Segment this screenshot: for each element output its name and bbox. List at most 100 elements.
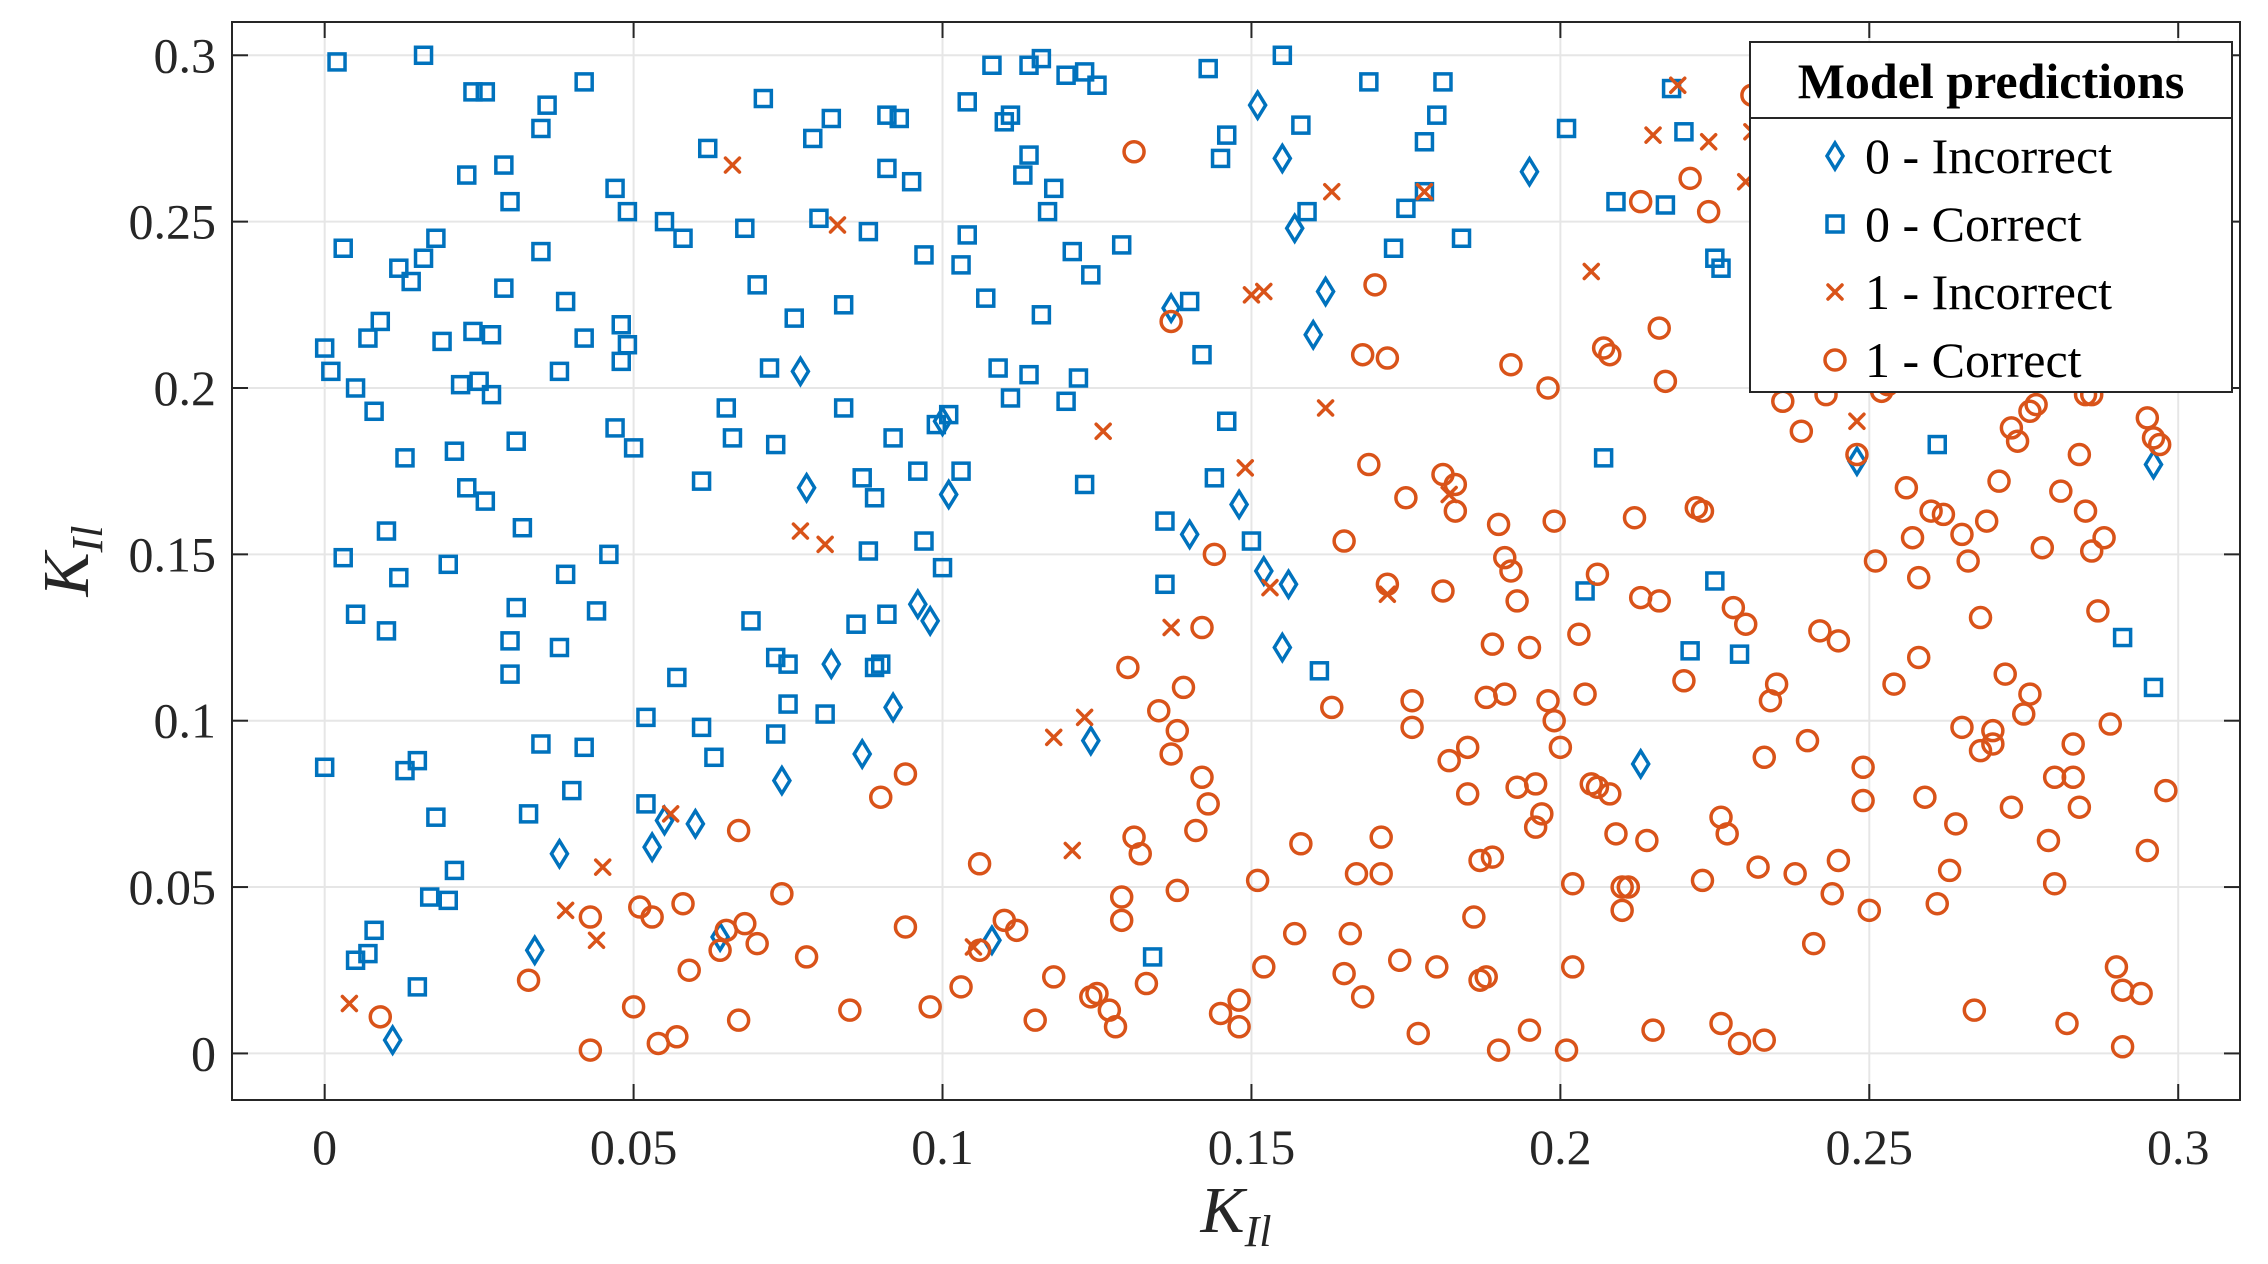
data-point-circle	[1085, 981, 1109, 1006]
data-point-square	[555, 291, 576, 312]
data-point-square	[605, 418, 625, 438]
data-point-square	[988, 358, 1008, 378]
data-point-circle	[838, 998, 862, 1022]
data-point-circle	[1851, 788, 1875, 813]
data-point-square	[1729, 644, 1750, 664]
data-point-square	[673, 228, 693, 249]
data-point-square	[401, 271, 421, 292]
data-point-square	[1062, 241, 1083, 262]
data-point-square	[852, 468, 872, 488]
data-point-circle	[1635, 828, 1659, 853]
data-point-square	[1241, 531, 1262, 551]
data-point-circle	[1004, 918, 1029, 943]
data-point-square	[531, 118, 551, 139]
series-x	[340, 76, 1866, 1013]
data-point-square	[438, 890, 458, 911]
data-point-circle	[1795, 728, 1820, 753]
data-point-circle	[1517, 1018, 1542, 1042]
data-point-square	[864, 488, 885, 508]
data-point-square	[957, 92, 977, 112]
data-point-circle	[1369, 825, 1393, 849]
data-point-circle	[1184, 818, 1208, 843]
data-point-circle	[1041, 965, 1066, 989]
data-point-circle	[1542, 708, 1566, 733]
data-point-square	[636, 707, 656, 728]
legend-entries: 0 - Incorrect 0 - Correct 1 - Incorrect 1 -…	[1823, 128, 2112, 388]
data-point-square	[469, 371, 489, 392]
data-point-diamond	[938, 478, 959, 511]
data-point-circle	[1647, 316, 1671, 340]
data-point-square	[1383, 238, 1404, 258]
data-point-circle	[1690, 499, 1715, 523]
data-point-circle	[1369, 862, 1393, 886]
data-point-circle	[1764, 672, 1789, 696]
data-point-square	[914, 245, 934, 265]
data-point-square	[506, 597, 526, 618]
data-point-x	[1644, 126, 1662, 144]
data-point-x	[791, 522, 810, 540]
data-point-circle	[1350, 342, 1375, 367]
data-point-square	[1043, 178, 1064, 199]
data-point-square	[1556, 118, 1577, 139]
y-tick-label: 0.1	[154, 693, 217, 749]
data-point-square	[1019, 145, 1039, 165]
data-point-circle	[1245, 868, 1270, 893]
data-point-square	[481, 384, 502, 405]
data-point-square	[333, 238, 353, 258]
data-point-square	[364, 920, 384, 941]
data-point-square	[1210, 148, 1231, 169]
data-point-square	[1019, 364, 1039, 385]
data-point-circle	[1455, 735, 1480, 760]
data-point-circle	[1585, 775, 1610, 799]
data-point-circle	[1752, 1028, 1777, 1052]
data-point-square	[1433, 72, 1453, 92]
y-axis-label-subscript: Il	[63, 526, 112, 554]
data-point-square	[1204, 468, 1225, 488]
data-point-square	[358, 328, 378, 348]
data-point-square	[784, 308, 804, 328]
data-point-square	[457, 478, 477, 498]
data-point-square	[858, 221, 879, 242]
data-point-square	[889, 108, 910, 129]
series-circle	[368, 83, 2178, 1062]
data-point-circle	[1486, 1038, 1511, 1062]
data-point-circle	[1604, 822, 1628, 846]
data-point-diamond	[852, 737, 873, 771]
data-point-square	[450, 374, 471, 395]
data-point-circle	[1733, 612, 1758, 636]
data-point-circle	[2079, 539, 2104, 563]
data-point-diamond	[981, 923, 1003, 957]
data-point-circle	[1480, 845, 1505, 869]
data-point-square	[432, 331, 452, 352]
data-point-circle	[671, 891, 695, 916]
data-point-diamond	[1519, 155, 1540, 189]
data-point-square	[2143, 677, 2164, 698]
data-point-circle	[1690, 868, 1715, 893]
data-point-square	[506, 431, 526, 451]
data-point-square	[778, 654, 798, 674]
data-point-circle	[1400, 715, 1424, 740]
data-point-circle	[1622, 505, 1647, 530]
data-point-circle	[621, 995, 646, 1019]
data-point-square	[475, 82, 496, 102]
legend-marker-diamond	[1824, 139, 1846, 173]
data-point-circle	[1585, 562, 1610, 587]
data-point-square	[426, 228, 446, 249]
data-point-circle	[1894, 476, 1919, 500]
data-point-diamond	[382, 1023, 403, 1057]
data-point-circle	[1950, 522, 1974, 547]
legend-entry-label: 0 - Correct	[1865, 196, 2082, 252]
x-tick-label: 0.2	[1529, 1119, 1592, 1175]
data-point-square	[617, 201, 638, 222]
data-point-circle	[1196, 792, 1220, 816]
data-point-square	[321, 361, 341, 382]
data-point-circle	[640, 905, 664, 929]
data-point-circle	[1783, 862, 1807, 886]
data-point-circle	[1350, 985, 1375, 1009]
data-point-x	[1582, 262, 1601, 281]
data-point-circle	[1103, 1015, 1128, 1039]
data-point-circle	[1801, 931, 1826, 956]
data-point-square	[1074, 474, 1095, 495]
data-point-square	[1111, 235, 1132, 255]
data-point-circle	[1950, 715, 1974, 740]
